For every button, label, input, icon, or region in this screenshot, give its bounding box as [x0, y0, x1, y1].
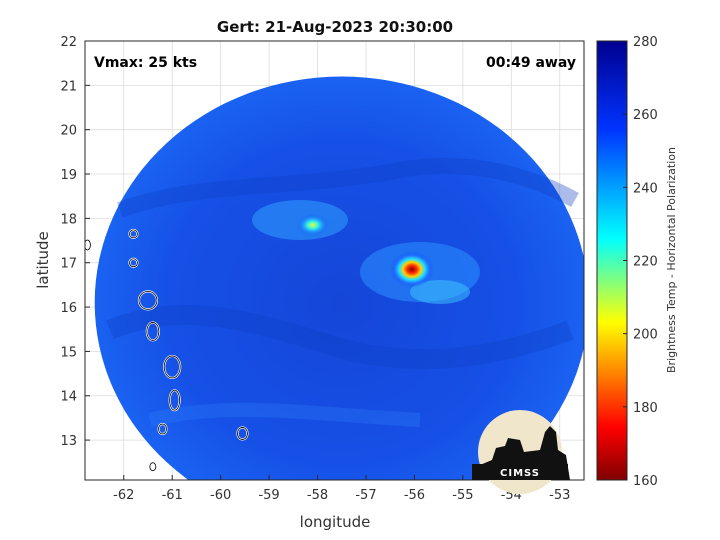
- island-edge-9: [149, 462, 157, 472]
- band-2: [117, 158, 579, 218]
- colorbar-tick-label-1: 180: [633, 401, 658, 416]
- y-tick-label-1: 14: [60, 390, 77, 405]
- y-tick-label-3: 16: [60, 301, 77, 316]
- colorbar-tick-label-0: 160: [633, 474, 658, 489]
- island-edge-5: [163, 355, 181, 379]
- east-convective-core: [390, 251, 435, 288]
- x-ticks: -62 -61 -60 -59 -58 -57 -56 -55 -54 -53: [113, 475, 570, 503]
- x-axis-label: longitude: [300, 513, 371, 531]
- band-1: [106, 304, 574, 370]
- north-cluster: [296, 214, 329, 237]
- x-tick-label-4: -58: [307, 488, 328, 503]
- island-edge-8: [237, 427, 248, 440]
- x-tick-label-3: -59: [258, 488, 279, 503]
- cimss-logo: CIMSS: [472, 410, 570, 494]
- y-tick-label-9: 22: [60, 35, 77, 50]
- colorbar-ticks: 160 180 200 220 240 260 280: [623, 35, 658, 489]
- y-ticks: 13 14 15 16 17 18 19 20 21 22: [60, 35, 90, 449]
- y-axis-label: latitude: [34, 231, 52, 289]
- island-edge-0: [85, 239, 91, 251]
- x-tick-label-7: -55: [452, 488, 473, 503]
- colorbar-label: Brightness Temp - Horizontal Polarizatio…: [665, 147, 678, 373]
- x-tick-label-2: -60: [210, 488, 231, 503]
- colorbar-tick-label-3: 220: [633, 255, 658, 270]
- time-away-label: 00:49 away: [486, 55, 576, 71]
- island-edge-4: [146, 322, 160, 341]
- y-tick-label-4: 17: [60, 257, 77, 272]
- axes-frame: [84, 40, 585, 481]
- logo-text: CIMSS: [500, 468, 540, 479]
- island-edge-2: [129, 258, 138, 268]
- colorbar-tick-label-5: 260: [633, 108, 658, 123]
- y-tick-label-7: 20: [60, 124, 77, 139]
- x-tick-label-0: -62: [113, 488, 134, 503]
- x-tick-label-6: -56: [404, 488, 425, 503]
- x-tick-label-1: -61: [162, 488, 183, 503]
- east-cluster-tail: [410, 280, 470, 304]
- y-tick-label-5: 18: [60, 212, 77, 227]
- colorbar-tick-label-6: 280: [633, 35, 658, 50]
- island-edge-6: [169, 389, 181, 411]
- logo-banner: [472, 464, 568, 480]
- band-3: [148, 402, 421, 427]
- vmax-label: Vmax: 25 kts: [94, 55, 197, 71]
- y-tick-label-8: 21: [60, 79, 77, 94]
- y-tick-label-0: 13: [60, 434, 77, 449]
- y-tick-label-6: 19: [60, 168, 77, 183]
- coastlines: [85, 228, 249, 472]
- colorbar: [596, 40, 628, 481]
- island-edge-3: [138, 291, 158, 310]
- colorbar-tick-label-4: 240: [633, 181, 658, 196]
- swath: [94, 76, 584, 480]
- x-tick-label-5: -57: [355, 488, 376, 503]
- colorbar-tick-label-2: 200: [633, 328, 658, 343]
- island-edge-1: [129, 229, 138, 239]
- y-tick-label-2: 15: [60, 345, 77, 360]
- swath-texture: [106, 158, 579, 427]
- island-edge-7: [158, 423, 167, 435]
- plot-area: [85, 41, 584, 480]
- x-tick-label-9: -53: [549, 488, 570, 503]
- chart-title: Gert: 21-Aug-2023 20:30:00: [217, 18, 453, 36]
